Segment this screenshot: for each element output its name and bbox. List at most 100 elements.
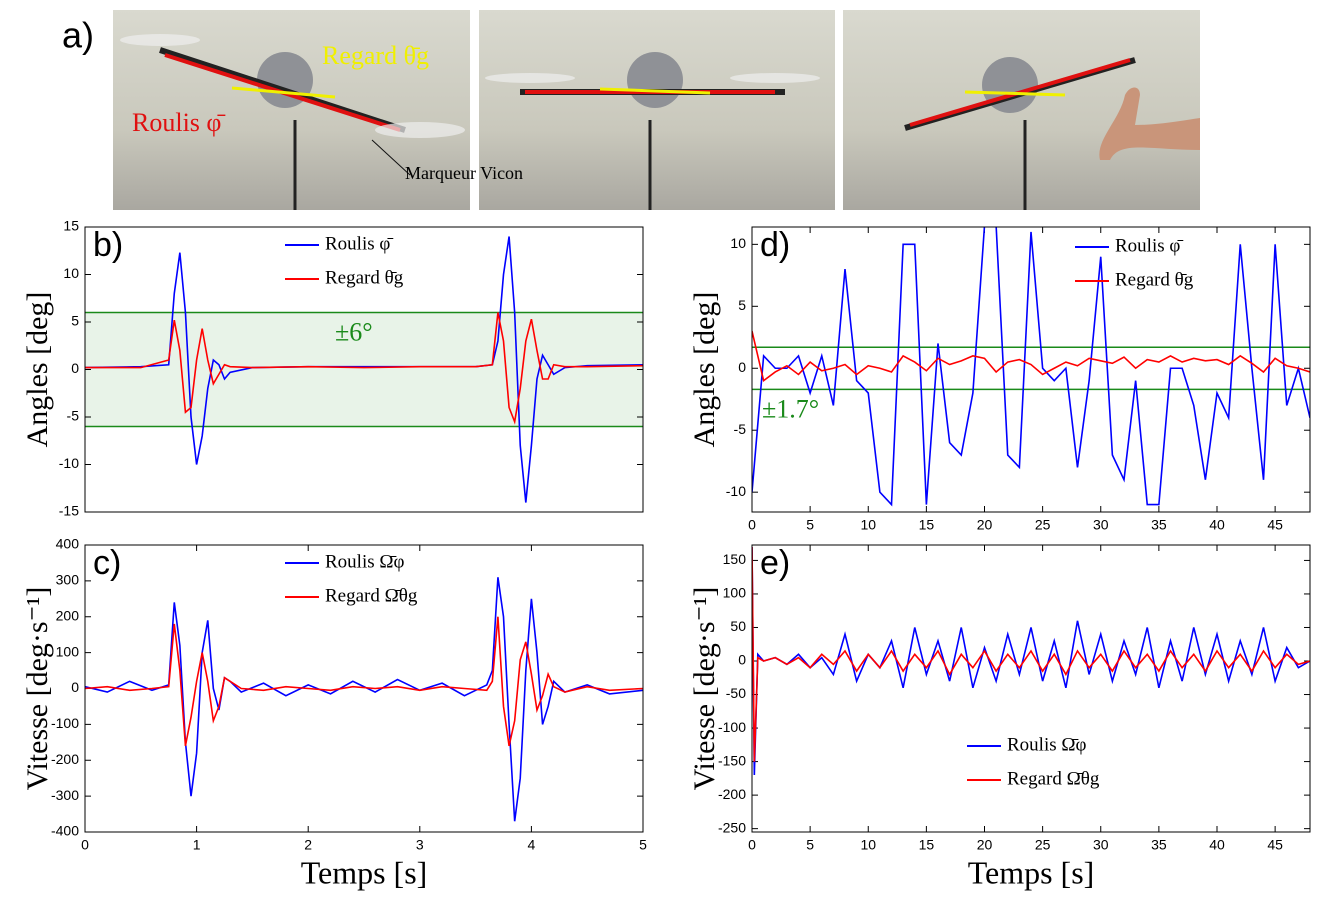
y-tick-label: -5 — [734, 421, 747, 437]
y-tick-label: -400 — [51, 823, 79, 839]
y-tick-label: -100 — [51, 715, 79, 731]
legend-label: Roulis Ω̄φ — [325, 551, 404, 572]
plot-area — [752, 545, 1310, 832]
series-line — [85, 312, 643, 425]
x-tick-label: 3 — [416, 837, 424, 853]
band-label: ±6° — [335, 317, 373, 346]
series-line — [752, 330, 1310, 383]
drone — [485, 52, 820, 210]
x-tick-label: 0 — [748, 837, 756, 853]
series-line — [752, 547, 1310, 776]
x-tick-label: 25 — [1035, 517, 1051, 533]
y-tick-label: 5 — [71, 313, 79, 329]
x-tick-label: 35 — [1151, 517, 1167, 533]
photo-panel: a) R — [62, 10, 1200, 210]
y-tick-label: -10 — [59, 455, 79, 471]
panel-label: b) — [93, 226, 123, 264]
series-line — [752, 227, 1310, 507]
x-tick-label: 25 — [1035, 837, 1051, 853]
legend-label: Roulis φ̄ — [1115, 235, 1183, 256]
y-tick-label: -250 — [718, 819, 746, 835]
plot-frame — [751, 226, 1311, 513]
x-tick-label: 1 — [193, 837, 201, 853]
plot-frame — [84, 544, 644, 833]
y-tick-label: 10 — [730, 235, 746, 251]
y-tick-label: -300 — [51, 787, 79, 803]
series-line — [85, 577, 643, 822]
plot-frame — [751, 544, 1311, 833]
regard-label: Regard θ̄g — [322, 41, 429, 70]
band-label: ±1.7° — [762, 394, 819, 423]
x-tick-label: 10 — [860, 837, 876, 853]
chart: -250 -200 -150 -100 -50 0 50 100 150 0 5 10 15 20 25 30… — [688, 544, 1311, 890]
y-tick-label: -50 — [726, 685, 746, 701]
y-tick-label: -10 — [726, 483, 746, 499]
x-axis-label: Temps [s] — [968, 854, 1095, 890]
chart: -15 -10 -5 0 5 10 15 ±6° b) Angles [deg] Roulis φ̄… — [21, 218, 644, 519]
x-tick-label: 5 — [806, 517, 814, 533]
band-fill — [85, 312, 643, 427]
x-tick-label: 45 — [1267, 837, 1283, 853]
drone — [120, 34, 465, 210]
y-tick-label: 400 — [56, 536, 80, 552]
plot-area — [85, 545, 643, 832]
x-tick-label: 20 — [977, 517, 993, 533]
marker-label: Marqueur Vicon — [405, 163, 523, 183]
x-tick-label: 20 — [977, 837, 993, 853]
y-tick-label: 300 — [56, 572, 80, 588]
panel-label: c) — [93, 544, 121, 582]
legend-label: Roulis φ̄ — [325, 233, 393, 254]
legend-label: Regard θ̄g — [1115, 269, 1194, 290]
panel-label: d) — [760, 226, 790, 264]
y-tick-label: -200 — [718, 786, 746, 802]
y-tick-label: 100 — [723, 585, 747, 601]
y-tick-label: 50 — [730, 618, 746, 634]
series-line — [85, 616, 643, 747]
y-tick-label: 0 — [71, 360, 79, 376]
x-tick-label: 5 — [806, 837, 814, 853]
x-tick-label: 35 — [1151, 837, 1167, 853]
y-tick-label: -100 — [718, 719, 746, 735]
panel-label: a) — [62, 15, 94, 56]
x-tick-label: 4 — [528, 837, 536, 853]
y-tick-label: 150 — [723, 551, 747, 567]
legend-label: Roulis Ω̄φ — [1007, 734, 1086, 755]
y-tick-label: 100 — [56, 643, 80, 659]
x-tick-label: 40 — [1209, 517, 1225, 533]
y-axis-label: Angles [deg] — [688, 292, 721, 448]
x-tick-label: 15 — [919, 517, 935, 533]
x-tick-label: 45 — [1267, 517, 1283, 533]
x-tick-label: 30 — [1093, 837, 1109, 853]
x-tick-label: 2 — [304, 837, 312, 853]
chart: -400 -300 -200 -100 0 100 200 300 400 0 1 2 3 4 5 c) Vit… — [21, 536, 647, 891]
y-axis-label: Vitesse [deg·s⁻¹] — [688, 587, 721, 791]
panel-label: e) — [760, 544, 790, 582]
x-axis-label: Temps [s] — [301, 854, 428, 890]
x-tick-label: 15 — [919, 837, 935, 853]
photo — [479, 10, 835, 210]
y-tick-label: 10 — [63, 265, 79, 281]
y-tick-label: 5 — [738, 297, 746, 313]
y-tick-label: 0 — [738, 359, 746, 375]
legend-label: Regard θ̄g — [325, 267, 404, 288]
plot-area — [85, 227, 643, 512]
y-tick-label: -200 — [51, 751, 79, 767]
x-tick-label: 10 — [860, 517, 876, 533]
legend-label: Regard Ω̄θg — [1007, 768, 1100, 789]
y-tick-label: 0 — [71, 679, 79, 695]
chart: -10 -5 0 5 10 0 5 10 15 20 25 30 35 40 45 ±1.7° d) Angles… — [688, 226, 1311, 533]
x-tick-label: 30 — [1093, 517, 1109, 533]
roulis-label: Roulis φ̄ — [132, 108, 225, 137]
x-tick-label: 5 — [639, 837, 647, 853]
y-tick-label: -15 — [59, 503, 79, 519]
x-tick-label: 40 — [1209, 837, 1225, 853]
x-tick-label: 0 — [81, 837, 89, 853]
y-tick-label: 15 — [63, 218, 79, 234]
y-tick-label: 0 — [738, 652, 746, 668]
y-axis-label: Angles [deg] — [21, 292, 54, 448]
y-tick-label: -150 — [718, 752, 746, 768]
x-tick-label: 0 — [748, 517, 756, 533]
y-axis-label: Vitesse [deg·s⁻¹] — [21, 587, 54, 791]
legend-label: Regard Ω̄θg — [325, 585, 418, 606]
